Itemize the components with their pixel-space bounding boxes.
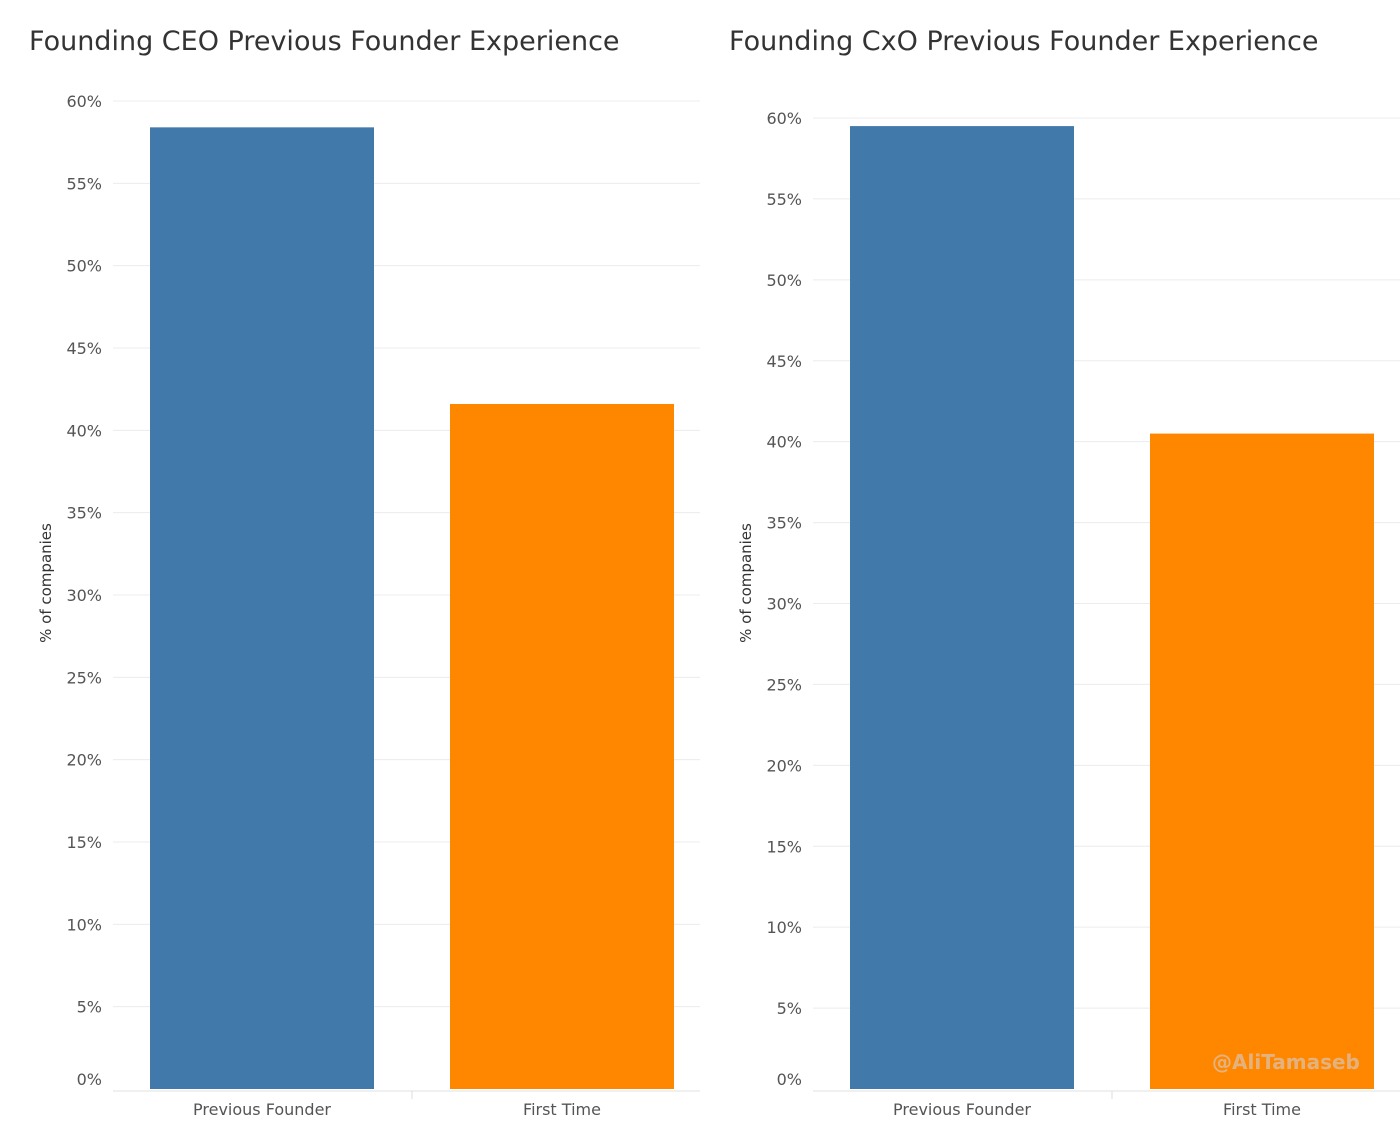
y-tick-label: 25%: [66, 668, 102, 687]
y-tick-label: 5%: [77, 998, 102, 1017]
y-tick-label: 60%: [66, 92, 102, 111]
y-tick-label: 45%: [66, 339, 102, 358]
chart-title: Founding CxO Previous Founder Experience: [729, 26, 1319, 57]
chart-panel-ceo: Founding CEO Previous Founder Experience…: [29, 26, 700, 1119]
chart-panel-cxo: Founding CxO Previous Founder Experience…: [700, 0, 1400, 1146]
y-tick-label: 0%: [77, 1070, 102, 1089]
y-tick-label: 30%: [766, 595, 802, 614]
y-tick-label: 55%: [66, 174, 102, 193]
y-tick-label: 45%: [766, 352, 802, 371]
y-tick-label: 50%: [66, 257, 102, 276]
bar-previous-founder: [150, 127, 374, 1089]
y-tick-label: 40%: [766, 433, 802, 452]
y-tick-label: 50%: [766, 271, 802, 290]
bar-previous-founder: [850, 126, 1074, 1089]
y-tick-label: 30%: [66, 586, 102, 605]
y-tick-label: 35%: [66, 504, 102, 523]
y-tick-label: 15%: [766, 837, 802, 856]
y-tick-label: 10%: [766, 918, 802, 937]
y-tick-label: 20%: [66, 751, 102, 770]
y-tick-label: 40%: [66, 421, 102, 440]
chart-title: Founding CEO Previous Founder Experience: [29, 26, 620, 57]
bar-first-time: [450, 403, 674, 1089]
y-tick-label: 15%: [66, 833, 102, 852]
watermark: @AliTamaseb: [1212, 1050, 1360, 1074]
y-tick-label: 35%: [766, 514, 802, 533]
x-tick-label: Previous Founder: [893, 1100, 1031, 1119]
x-tick-label: First Time: [523, 1100, 601, 1119]
bar-chart-ceo: 0% 5% 10% 15% 20% 25% 30% 35% 40% 45% 50% 55% 60% Pre…: [66, 92, 700, 1119]
bar-first-time: [1150, 433, 1374, 1089]
y-tick-label: 10%: [66, 915, 102, 934]
y-tick-label: 20%: [766, 756, 802, 775]
x-tick-label: First Time: [1223, 1100, 1301, 1119]
y-tick-label: 0%: [777, 1070, 802, 1089]
y-tick-label: 5%: [777, 999, 802, 1018]
y-tick-label: 25%: [766, 675, 802, 694]
bar-chart-cxo: 0% 5% 10% 15% 20% 25% 30% 35% 40% 45% 50% 55% 60% Pre…: [766, 109, 1400, 1119]
x-tick-label: Previous Founder: [193, 1100, 331, 1119]
y-tick-label: 55%: [766, 190, 802, 209]
y-tick-label: 60%: [766, 109, 802, 128]
